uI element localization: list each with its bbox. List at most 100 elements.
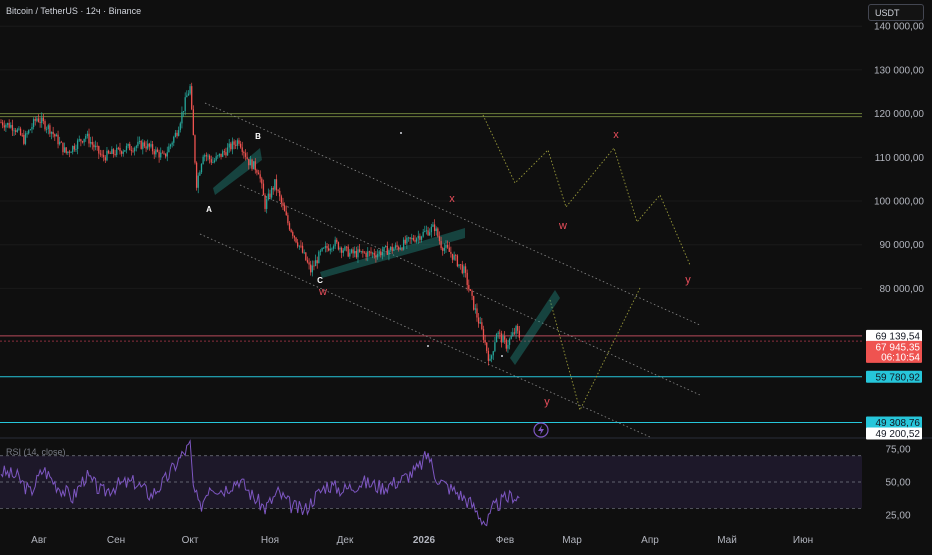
candle-body: [173, 136, 175, 143]
candle-body: [515, 326, 517, 334]
candle-body: [8, 123, 10, 128]
candle-body: [358, 249, 361, 252]
candle-body: [13, 130, 15, 132]
forecast-path: [482, 114, 691, 266]
candle-body: [277, 190, 279, 192]
candle-body: [502, 336, 504, 343]
candle-body: [381, 251, 384, 256]
candle-body: [248, 159, 250, 166]
price-label-text: 67 945,35: [876, 342, 921, 353]
candle-body: [138, 141, 141, 142]
candle-body: [318, 251, 320, 264]
candle-body: [65, 147, 67, 154]
price-label-text: 06:10:54: [881, 352, 920, 363]
candle-body: [241, 147, 243, 152]
candle-body: [5, 124, 7, 128]
candle-body: [464, 266, 467, 273]
candle-body: [385, 246, 387, 247]
candle-body: [482, 329, 485, 340]
candle-body: [261, 178, 263, 184]
candle-body: [228, 143, 230, 148]
rsi-line: [0, 439, 520, 527]
candle-body: [311, 265, 313, 273]
candle-body: [362, 251, 364, 253]
candle-body: [313, 265, 315, 267]
candle-body: [23, 135, 25, 144]
candle-body: [363, 252, 366, 254]
candle-body: [293, 235, 296, 238]
candle-body: [504, 336, 506, 340]
price-axis[interactable]: 140 000,00 130 000,00 120 000,00 110 000,00…: [866, 22, 924, 440]
marker-dot: [501, 355, 503, 357]
price-tick-label: 100 000,00: [874, 197, 924, 208]
candle-body: [350, 249, 353, 253]
candle-body: [78, 139, 80, 141]
time-axis[interactable]: Авг Сен Окт Ноя Дек 2026 Фев Мар Апр Май Июн: [31, 535, 813, 546]
candle-body: [155, 149, 157, 155]
candle-body: [32, 119, 35, 128]
candle-body: [127, 144, 129, 146]
time-tick-label: Окт: [182, 535, 199, 546]
currency-button[interactable]: USDT: [868, 4, 924, 21]
candle-body: [337, 242, 340, 250]
candle-body: [208, 155, 211, 160]
candle-body: [279, 190, 281, 197]
candle-body: [259, 174, 261, 179]
wave-label: w: [558, 220, 567, 232]
candle-body: [394, 245, 397, 249]
candle-body: [424, 231, 426, 232]
candle-body: [119, 147, 121, 152]
candle-body: [357, 249, 359, 258]
candle-body: [19, 128, 22, 136]
candle-body: [218, 153, 221, 156]
candle-body: [347, 246, 349, 257]
price-label-box: [866, 329, 922, 342]
candle-body: [497, 332, 499, 335]
candle-body: [253, 161, 255, 170]
candle-body: [99, 153, 102, 155]
candle-body: [49, 125, 51, 134]
candle-body: [45, 128, 48, 130]
candle-body: [460, 264, 462, 266]
candle-body: [0, 122, 2, 124]
wave-label: A: [206, 205, 212, 214]
candle-body: [125, 145, 128, 151]
price-label-box: [866, 427, 922, 440]
marker-dot: [400, 132, 402, 134]
candle-body: [179, 123, 181, 131]
wave-label: B: [255, 132, 261, 141]
candle-body: [420, 236, 423, 240]
candle-body: [230, 143, 232, 150]
candle-body: [432, 224, 434, 227]
candle-body: [393, 248, 395, 251]
candle-body: [310, 264, 312, 273]
candle-body: [274, 179, 276, 190]
candle-body: [474, 308, 476, 310]
candle-body: [341, 247, 343, 253]
price-tick-label: 130 000,00: [874, 65, 924, 76]
rsi-tick-label: 75,00: [885, 445, 910, 456]
candle-body: [331, 248, 333, 250]
candle-body: [205, 155, 208, 157]
candle-body: [469, 289, 472, 291]
candle-body: [290, 229, 292, 232]
horizontal-lines-layer: [0, 113, 862, 424]
candle-body: [510, 336, 512, 339]
highlight-zone: [510, 290, 560, 365]
candle-body: [396, 245, 398, 247]
candle-body: [517, 326, 519, 331]
candle-body: [68, 151, 71, 153]
candle-body: [490, 355, 493, 359]
candle-body: [417, 235, 419, 239]
candle-body: [406, 237, 408, 244]
candle-body: [386, 246, 388, 255]
candle-body: [28, 130, 30, 134]
wave-labels-layer: A B Cw x w x y y: [206, 129, 691, 408]
candle-body: [52, 131, 54, 135]
candle-body: [297, 242, 299, 247]
candle-body: [283, 205, 286, 212]
candle-body: [288, 223, 291, 230]
highlight-zone: [213, 148, 262, 195]
